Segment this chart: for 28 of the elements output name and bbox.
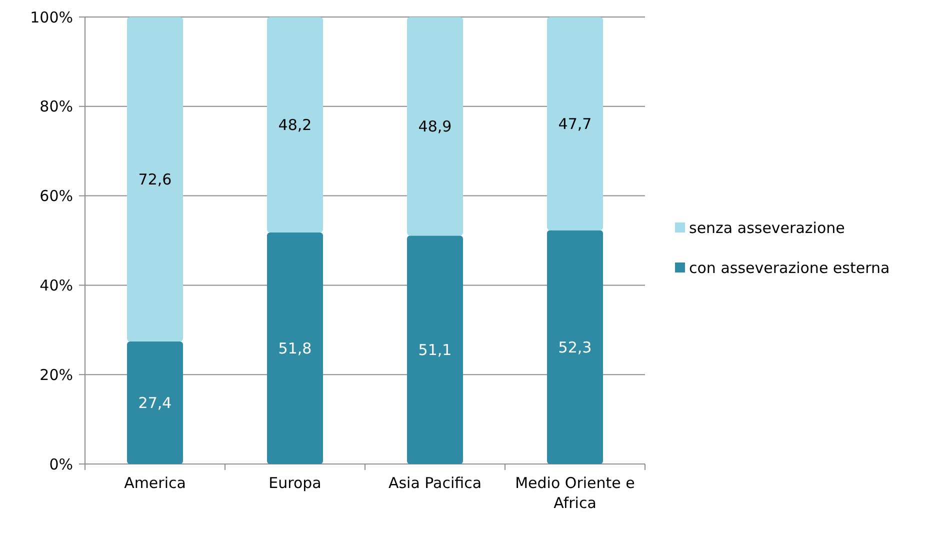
y-tick-label: 80% — [40, 98, 73, 116]
x-tick-label: America — [124, 474, 186, 492]
bar — [127, 17, 183, 342]
y-tick-label: 60% — [40, 187, 73, 206]
y-tick-label: 100% — [30, 8, 73, 26]
x-tick-label: Europa — [268, 474, 322, 492]
bar — [267, 232, 323, 464]
data-label: 52,3 — [558, 338, 592, 356]
data-label: 47,7 — [558, 114, 592, 133]
bar — [547, 230, 603, 464]
data-label: 48,9 — [418, 118, 452, 136]
x-tick-label: Medio Oriente e Africa — [515, 474, 635, 512]
data-label: 72,6 — [138, 170, 172, 189]
bar — [407, 236, 463, 464]
bar — [407, 17, 463, 236]
x-tick-label: Asia Pacifica — [388, 474, 482, 492]
y-tick-label: 0% — [49, 455, 73, 474]
y-tick-label: 20% — [40, 366, 73, 384]
data-label: 51,1 — [418, 341, 452, 360]
bar — [127, 342, 183, 464]
data-label: 51,8 — [278, 339, 312, 358]
y-tick-label: 40% — [40, 276, 73, 294]
legend-label: con asseverazione esterna — [689, 258, 890, 277]
bar — [267, 17, 323, 232]
data-label: 48,2 — [278, 116, 312, 134]
legend-label: senza asseverazione — [689, 218, 845, 237]
bar — [547, 17, 603, 230]
data-label: 27,4 — [138, 394, 172, 412]
